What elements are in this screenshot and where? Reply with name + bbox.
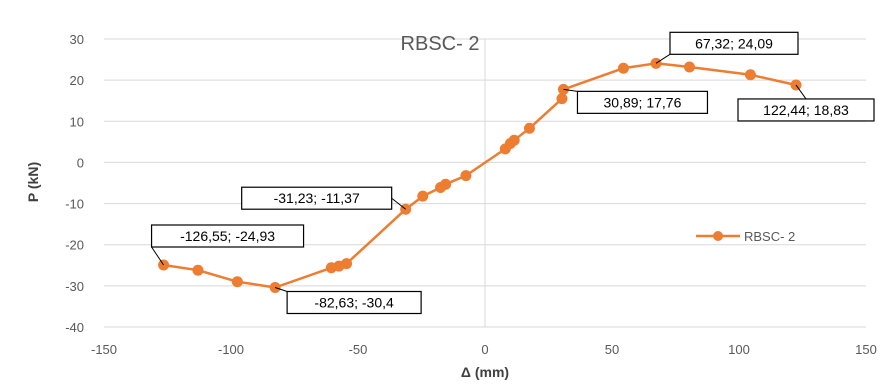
chart-title: RBSC- 2 xyxy=(401,33,480,55)
y-tick-label: 30 xyxy=(70,32,84,47)
x-axis-label: Δ (mm) xyxy=(461,364,509,380)
callout-label: 67,32; 24,09 xyxy=(695,35,773,51)
legend-label: RBSC- 2 xyxy=(744,229,795,244)
x-tick-label: 50 xyxy=(605,342,619,357)
x-tick-label: 150 xyxy=(855,342,877,357)
legend-marker xyxy=(713,231,723,241)
x-tick-label: -50 xyxy=(349,342,368,357)
callout-box xyxy=(737,98,875,122)
data-point xyxy=(231,276,243,288)
y-tick-label: 20 xyxy=(70,73,84,88)
data-point xyxy=(683,61,695,73)
data-point xyxy=(523,122,535,134)
data-point xyxy=(744,69,756,81)
data-point xyxy=(617,62,629,74)
callout-label: 30,89; 17,76 xyxy=(604,94,682,110)
y-axis-label: P (kN) xyxy=(25,162,41,202)
callout-leader xyxy=(795,84,807,100)
callout-leader xyxy=(563,88,578,92)
data-point xyxy=(192,264,204,276)
data-point xyxy=(460,170,472,182)
callout-leader xyxy=(274,287,288,292)
y-tick-label: -40 xyxy=(65,320,84,335)
callout-leader xyxy=(391,197,406,210)
y-tick-label: 0 xyxy=(77,155,84,170)
callout: 30,89; 17,76 xyxy=(563,88,709,114)
x-tick-label: -100 xyxy=(218,342,244,357)
callouts: 67,32; 24,09 30,89; 17,76 122,44; 18,83 -31… xyxy=(150,31,875,315)
data-point xyxy=(508,134,520,146)
y-tick-label: -30 xyxy=(65,279,84,294)
callout-label: -31,23; -11,37 xyxy=(274,190,360,206)
callout-box xyxy=(241,186,393,210)
callout: 122,44; 18,83 xyxy=(737,84,875,122)
callout-box xyxy=(150,224,305,248)
callout-label: 122,44; 18,83 xyxy=(763,102,849,118)
x-tick-label: -150 xyxy=(91,342,117,357)
callout-leader xyxy=(655,53,671,64)
x-tick-label: 100 xyxy=(728,342,750,357)
callout: 67,32; 24,09 xyxy=(655,31,799,64)
y-tick-label: 10 xyxy=(70,114,84,129)
data-point xyxy=(417,190,429,202)
data-point xyxy=(440,178,452,190)
callout-label: -126,55; -24,93 xyxy=(180,228,275,244)
callout: -31,23; -11,37 xyxy=(241,186,406,210)
callout-box xyxy=(576,90,709,114)
callout: -82,63; -30,4 xyxy=(274,287,422,315)
callout-label: -82,63; -30,4 xyxy=(314,295,394,311)
y-tick-label: -20 xyxy=(65,238,84,253)
legend: RBSC- 2 xyxy=(696,229,795,244)
callout: -126,55; -24,93 xyxy=(150,224,305,266)
data-point xyxy=(341,258,353,270)
x-tick-label: 0 xyxy=(481,342,488,357)
series-layer xyxy=(158,57,802,294)
y-tick-label: -10 xyxy=(65,197,84,212)
callout-box xyxy=(669,31,799,55)
callout-leader xyxy=(151,246,164,266)
data-point xyxy=(556,93,568,105)
callout-box xyxy=(286,290,422,315)
